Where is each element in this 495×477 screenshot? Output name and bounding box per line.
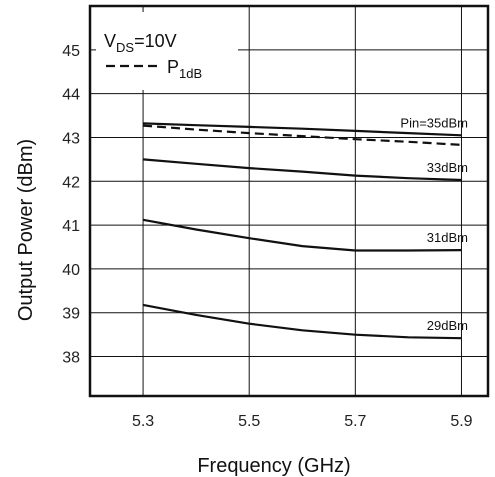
series-line-33dbm — [143, 158, 462, 182]
series-line-29dbm — [142, 303, 462, 340]
series-line-p1db — [143, 124, 462, 146]
series-label: Pin=35dBm — [400, 115, 468, 130]
legend: VDS=10V P1dB — [96, 12, 238, 90]
x-axis-label: Frequency (GHz) — [197, 455, 350, 477]
y-tick-label: 44 — [62, 87, 80, 104]
x-tick-label: 5.3 — [132, 413, 154, 430]
y-tick-label: 38 — [62, 350, 80, 367]
series-label: 33dBm — [427, 160, 468, 175]
series-labels: Pin=35dBm 33dBm 31dBm 29dBm — [400, 115, 468, 333]
y-tick-label: 42 — [62, 174, 80, 191]
legend-vds-label: VDS=10V — [104, 31, 177, 55]
y-tick-label: 40 — [62, 262, 80, 279]
legend-box — [96, 12, 238, 90]
y-tick-label: 39 — [62, 306, 80, 323]
series-label: 29dBm — [427, 318, 468, 333]
tick-labels: 5.3 5.5 5.7 5.9 38 39 40 41 42 43 44 45 — [62, 43, 472, 430]
series-lines — [142, 122, 462, 340]
y-tick-label: 45 — [62, 43, 80, 60]
y-axis-label: Output Power (dBm) — [15, 139, 37, 321]
plot-frame — [88, 4, 490, 398]
x-tick-label: 5.7 — [344, 413, 366, 430]
series-line-pin-35dbm — [143, 122, 462, 137]
series-line-31dbm — [142, 218, 462, 252]
y-tick-label: 41 — [62, 218, 80, 235]
x-tick-label: 5.9 — [450, 413, 472, 430]
y-tick-label: 43 — [62, 130, 80, 147]
legend-p1db-label: P1dB — [167, 57, 202, 81]
series-label: 31dBm — [427, 230, 468, 245]
x-tick-label: 5.5 — [238, 413, 260, 430]
